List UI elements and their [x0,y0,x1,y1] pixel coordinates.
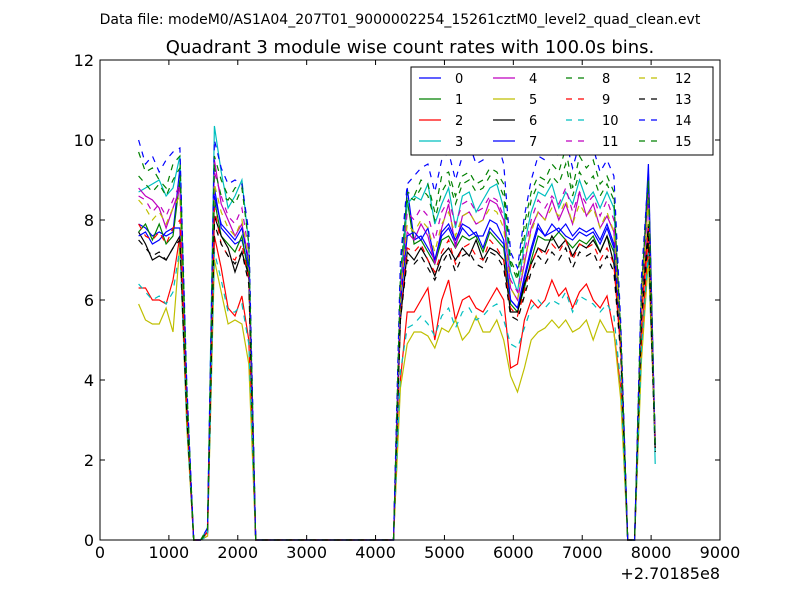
legend-label-5: 5 [529,93,537,108]
x-tick-label: 0 [95,543,105,562]
legend-label-15: 15 [675,135,692,150]
legend-label-4: 4 [529,72,537,87]
series-line-10 [138,247,656,541]
x-offset-label: +2.70185e8 [620,564,720,583]
legend-label-11: 11 [602,135,619,150]
x-tick-label: 8000 [631,543,672,562]
x-tick-label: 9000 [700,543,741,562]
series-line-3 [138,125,656,541]
chart-title: Quadrant 3 module wise count rates with … [166,37,655,58]
legend-label-13: 13 [675,93,692,108]
legend-label-1: 1 [455,93,463,108]
y-tick-label: 6 [84,291,94,310]
legend-label-0: 0 [455,72,463,87]
x-tick-label: 2000 [217,543,258,562]
series-line-9 [138,207,656,541]
series-line-15 [138,155,656,541]
legend-label-3: 3 [455,135,463,150]
y-tick-label: 10 [74,131,94,150]
series-layer [138,125,656,541]
legend-label-6: 6 [529,114,537,129]
y-tick-label: 2 [84,451,94,470]
legend-label-7: 7 [529,135,537,150]
legend-label-14: 14 [675,114,692,129]
legend-label-2: 2 [455,114,463,129]
x-tick-label: 6000 [493,543,534,562]
x-tick-label: 5000 [424,543,465,562]
axis-layer: 0 1000 2000 3000 4000 5000 6000 7000 8000 9000 0 2 4… [74,51,741,562]
x-tick-label: 7000 [562,543,603,562]
y-tick-label: 12 [74,51,94,70]
series-line-8 [138,147,656,541]
y-tick-label: 8 [84,211,94,230]
legend-label-10: 10 [602,114,619,129]
y-tick-label: 0 [84,531,94,550]
legend-label-9: 9 [602,93,610,108]
x-tick-label: 3000 [286,543,327,562]
legend-box [410,66,714,156]
x-tick-label: 4000 [355,543,396,562]
legend-label-8: 8 [602,72,610,87]
data-file-caption: Data file: modeM0/AS1A04_207T01_90000022… [100,12,701,28]
legend-label-12: 12 [675,72,692,87]
y-tick-label: 4 [84,371,94,390]
x-tick-label: 1000 [149,543,190,562]
